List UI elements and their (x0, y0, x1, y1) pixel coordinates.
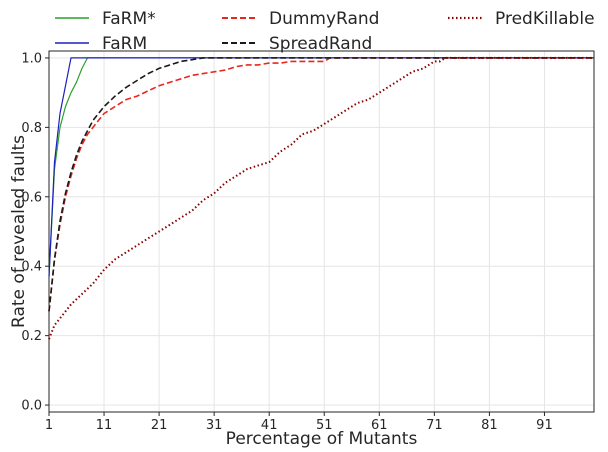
legend-label: DummyRand (269, 9, 379, 29)
x-tick-label: 61 (371, 418, 388, 433)
legend-label: FaRM (102, 34, 147, 54)
y-tick-label: 0.0 (21, 399, 42, 414)
x-tick-label: 21 (151, 418, 168, 433)
series-line-predkillable (48, 56, 594, 340)
grid (48, 51, 594, 412)
series-line-dummyrand (48, 57, 594, 312)
x-axis-title: Percentage of Mutants (226, 429, 418, 449)
series-line-farm (48, 57, 594, 277)
plot-area-frame (48, 50, 595, 413)
series-lines (48, 56, 594, 340)
x-tick-label: 81 (481, 418, 498, 433)
ticks: 1 11 21 31 41 51 61 71 81 910.00.20.40.60.81.0 (21, 51, 552, 433)
x-tick-label: 1 (45, 418, 53, 433)
x-tick-label: 41 (261, 418, 278, 433)
legend-label: FaRM* (102, 9, 156, 29)
legend-label: PredKillable (495, 9, 595, 29)
x-tick-label: 11 (96, 418, 113, 433)
x-tick-label: 71 (426, 418, 443, 433)
y-tick-label: 1.0 (21, 51, 42, 66)
y-tick-label: 0.4 (21, 260, 42, 275)
legend-label: SpreadRand (269, 34, 372, 54)
series-line-farm (48, 57, 594, 277)
y-tick-label: 0.8 (21, 121, 42, 136)
y-tick-label: 0.2 (21, 329, 42, 344)
series-line-spreadrand (48, 57, 594, 312)
y-tick-label: 0.6 (21, 190, 42, 205)
x-tick-label: 51 (316, 418, 333, 433)
x-tick-label: 31 (206, 418, 223, 433)
x-tick-label: 91 (536, 418, 553, 433)
legend: FaRM* FaRM DummyRand SpreadRand PredKillable (55, 9, 595, 54)
y-axis-title: Rate of revealed faults (9, 135, 29, 328)
